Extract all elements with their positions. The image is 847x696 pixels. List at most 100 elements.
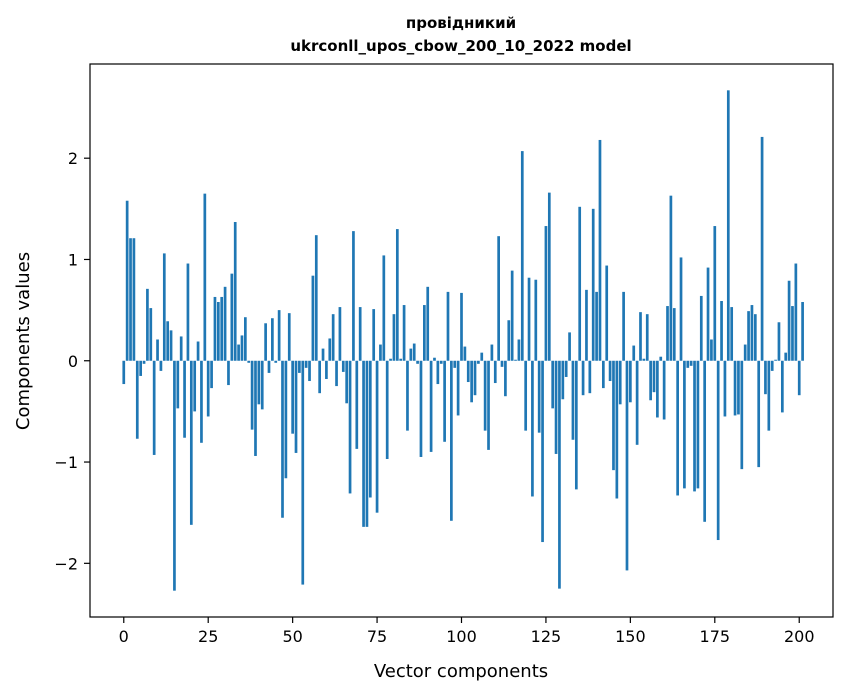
bar-13 bbox=[166, 321, 170, 361]
bar-175 bbox=[713, 226, 717, 361]
bar-159 bbox=[659, 356, 663, 361]
bar-56 bbox=[311, 275, 315, 361]
bar-45 bbox=[274, 360, 278, 363]
bar-89 bbox=[423, 305, 426, 361]
bar-194 bbox=[777, 322, 781, 361]
bar-119 bbox=[524, 360, 528, 431]
bar-126 bbox=[547, 192, 551, 361]
bar-22 bbox=[196, 341, 200, 361]
bar-93 bbox=[436, 360, 440, 385]
bar-142 bbox=[601, 360, 605, 389]
bar-107 bbox=[483, 360, 487, 431]
bar-68 bbox=[352, 231, 355, 361]
bar-84 bbox=[406, 360, 409, 431]
bar-16 bbox=[176, 360, 180, 409]
bar-197 bbox=[787, 280, 791, 361]
bar-177 bbox=[720, 301, 723, 361]
bar-27 bbox=[213, 296, 217, 361]
bar-29 bbox=[220, 296, 224, 361]
bar-120 bbox=[527, 277, 531, 361]
bar-9 bbox=[152, 360, 156, 455]
bar-83 bbox=[402, 305, 406, 361]
bar-117 bbox=[517, 339, 521, 361]
bar-161 bbox=[666, 306, 669, 361]
bar-73 bbox=[368, 360, 372, 498]
bar-155 bbox=[645, 314, 649, 361]
bar-81 bbox=[395, 229, 399, 361]
bar-99 bbox=[456, 360, 460, 416]
bar-47 bbox=[281, 360, 284, 518]
bar-79 bbox=[389, 358, 392, 361]
bar-4 bbox=[135, 360, 139, 439]
bar-58 bbox=[318, 360, 321, 394]
bar-201 bbox=[801, 302, 804, 361]
bar-42 bbox=[264, 323, 267, 361]
bar-87 bbox=[416, 360, 419, 364]
bar-149 bbox=[625, 360, 629, 571]
bar-196 bbox=[784, 352, 788, 361]
bar-5 bbox=[139, 360, 143, 376]
bar-128 bbox=[554, 360, 558, 454]
bar-11 bbox=[159, 360, 163, 371]
bar-12 bbox=[162, 253, 166, 361]
bar-118 bbox=[520, 151, 524, 361]
bar-174 bbox=[710, 339, 713, 361]
bar-92 bbox=[433, 357, 436, 361]
bar-90 bbox=[426, 286, 430, 361]
y-tick-label: 2 bbox=[68, 149, 78, 168]
bar-193 bbox=[774, 359, 777, 361]
y-axis-label: Components values bbox=[13, 252, 34, 430]
bar-15 bbox=[173, 360, 176, 591]
y-tick-label: 1 bbox=[68, 250, 78, 269]
bar-62 bbox=[331, 314, 335, 361]
chart-title: провідникий bbox=[406, 14, 516, 32]
x-tick-label: 100 bbox=[446, 627, 477, 646]
bar-41 bbox=[260, 360, 264, 410]
bar-108 bbox=[487, 360, 490, 450]
bar-171 bbox=[699, 295, 703, 361]
bar-30 bbox=[223, 286, 227, 361]
bar-187 bbox=[753, 314, 757, 361]
bar-60 bbox=[325, 360, 328, 379]
bar-96 bbox=[446, 291, 450, 361]
bar-170 bbox=[696, 360, 700, 489]
bar-50 bbox=[291, 360, 294, 434]
bar-140 bbox=[595, 291, 598, 361]
bar-147 bbox=[618, 360, 622, 405]
x-axis-label: Vector components bbox=[374, 661, 548, 682]
bar-57 bbox=[314, 235, 318, 361]
bar-166 bbox=[683, 360, 686, 489]
bar-48 bbox=[284, 360, 288, 479]
bar-26 bbox=[210, 360, 213, 389]
bar-97 bbox=[450, 360, 453, 521]
bar-184 bbox=[743, 344, 747, 361]
x-axis-ticks: 0 25 50 75 100 125 150 175 200 bbox=[119, 617, 815, 646]
bar-24 bbox=[203, 193, 207, 361]
y-tick-label: −2 bbox=[54, 554, 78, 573]
bar-180 bbox=[730, 307, 734, 361]
bar-131 bbox=[564, 360, 568, 377]
bar-137 bbox=[585, 289, 588, 361]
bar-182 bbox=[737, 360, 740, 415]
bar-116 bbox=[514, 359, 517, 361]
bar-125 bbox=[544, 226, 548, 361]
bar-74 bbox=[372, 309, 376, 361]
y-axis-ticks: −2 −1 0 1 2 bbox=[54, 149, 90, 573]
bar-20 bbox=[189, 360, 193, 525]
bar-145 bbox=[612, 360, 615, 471]
bar-136 bbox=[581, 360, 585, 396]
bar-191 bbox=[767, 360, 771, 431]
bar-51 bbox=[294, 360, 298, 453]
bar-121 bbox=[531, 360, 534, 497]
bar-114 bbox=[507, 320, 511, 361]
bar-176 bbox=[716, 360, 720, 541]
bar-85 bbox=[409, 348, 413, 361]
bar-113 bbox=[504, 360, 507, 397]
bar-67 bbox=[348, 360, 352, 494]
bar-106 bbox=[480, 352, 484, 361]
bar-31 bbox=[227, 360, 230, 386]
bar-33 bbox=[233, 222, 237, 361]
bar-200 bbox=[797, 360, 801, 396]
bar-135 bbox=[578, 206, 582, 361]
bar-178 bbox=[723, 360, 727, 417]
